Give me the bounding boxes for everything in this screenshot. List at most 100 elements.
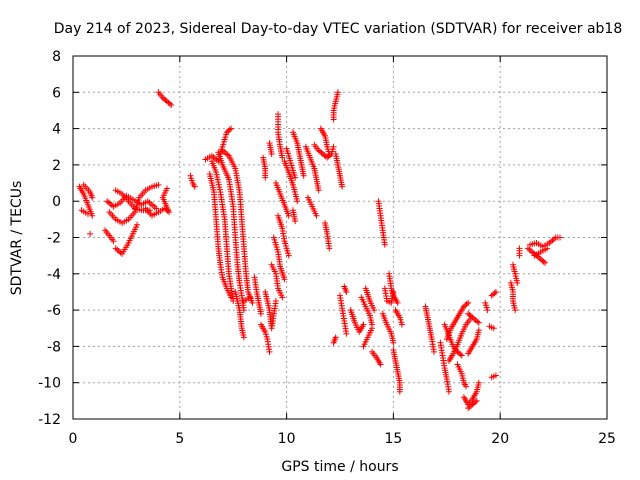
data-point-marker <box>226 126 233 133</box>
data-point-marker <box>313 212 320 219</box>
data-point-marker <box>516 245 523 252</box>
y-axis-label: SDTVAR / TECUs <box>9 181 25 296</box>
data-point-marker <box>134 221 141 228</box>
data-point-marker <box>332 334 339 341</box>
plot-border <box>72 55 608 420</box>
data-point-marker <box>492 372 499 379</box>
data-point-marker <box>512 307 519 314</box>
data-point-marker <box>457 351 464 358</box>
data-point-marker <box>377 361 384 368</box>
data-point-marker <box>89 194 96 201</box>
data-point-marker <box>390 339 397 346</box>
x-tick-label: 25 <box>598 431 616 447</box>
x-tick-label: 0 <box>69 431 78 447</box>
data-point-marker <box>463 383 470 390</box>
y-tick-label: 8 <box>52 49 61 65</box>
data-point-marker <box>257 310 264 317</box>
data-point-marker <box>266 348 273 355</box>
data-point-marker <box>463 301 470 308</box>
data-point-marker <box>542 259 549 266</box>
data-point-marker <box>468 313 475 320</box>
x-tick-label: 5 <box>175 431 184 447</box>
data-point-marker <box>249 299 256 306</box>
data-point-marker <box>272 298 279 305</box>
data-point-marker <box>326 151 333 158</box>
data-point-marker <box>285 212 292 219</box>
data-point-marker <box>371 307 378 314</box>
data-point-marker <box>445 388 452 395</box>
x-axis-label: GPS time / hours <box>281 459 398 475</box>
data-point-marker <box>491 290 498 297</box>
y-tick-label: -2 <box>47 231 61 247</box>
data-point-marker <box>514 279 521 286</box>
data-point-marker <box>394 299 401 306</box>
data-point-marker <box>465 299 472 306</box>
data-point-marker <box>339 183 346 190</box>
data-point-marker <box>326 245 333 252</box>
data-point-marker <box>369 325 376 332</box>
data-point-marker <box>381 241 388 248</box>
y-tick-label: 4 <box>52 122 61 138</box>
data-point-marker <box>300 172 307 179</box>
data-point-marker <box>87 230 94 237</box>
data-point-marker <box>315 187 322 194</box>
data-point-marker <box>330 143 337 150</box>
data-point-marker <box>458 352 465 359</box>
data-point-marker <box>285 252 292 259</box>
axis-ticks: 0 5 10 15 20 25 -12 -10 -8 -6 -4 -2 0 2 4 6 8 <box>38 49 616 447</box>
data-point-marker <box>473 397 480 404</box>
data-point-marker <box>166 100 173 107</box>
y-tick-label: 6 <box>52 85 61 101</box>
data-point-marker <box>490 325 497 332</box>
y-tick-label: 0 <box>52 194 61 210</box>
data-point-marker <box>168 102 175 109</box>
data-markers <box>76 89 564 412</box>
data-point-marker <box>292 218 299 225</box>
data-point-marker <box>247 294 254 301</box>
data-point-marker <box>84 210 91 217</box>
data-point-marker <box>294 198 301 205</box>
data-point-marker <box>279 154 286 161</box>
data-point-marker <box>475 379 482 386</box>
data-point-marker <box>492 288 499 295</box>
data-point-marker <box>475 319 482 326</box>
data-point-marker <box>396 388 403 395</box>
data-point-marker <box>484 307 491 314</box>
data-point-marker <box>228 125 235 132</box>
chart-title: Day 214 of 2023, Sidereal Day-to-day VTE… <box>54 21 623 37</box>
data-point-marker <box>163 185 170 192</box>
y-tick-label: 2 <box>52 158 61 174</box>
data-point-marker <box>330 116 337 123</box>
data-point-marker <box>430 348 437 355</box>
data-point-marker <box>544 245 551 252</box>
y-tick-label: -8 <box>47 339 61 355</box>
data-point-marker <box>110 238 117 245</box>
data-point-marker <box>398 321 405 328</box>
data-point-marker <box>475 327 482 334</box>
data-point-marker <box>343 288 350 295</box>
x-tick-label: 20 <box>491 431 509 447</box>
data-point-marker <box>155 181 162 188</box>
data-point-marker <box>279 294 286 301</box>
y-tick-label: -10 <box>38 376 61 392</box>
data-point-marker <box>191 183 198 190</box>
y-tick-label: -6 <box>47 303 61 319</box>
data-point-marker <box>240 334 247 341</box>
data-point-marker <box>472 399 479 406</box>
data-point-marker <box>292 174 299 181</box>
data-point-marker <box>343 330 350 337</box>
data-point-marker <box>360 321 367 328</box>
y-tick-label: -4 <box>47 267 61 283</box>
data-point-marker <box>557 234 564 241</box>
x-tick-label: 10 <box>278 431 296 447</box>
data-point-marker <box>262 174 269 181</box>
grid-lines <box>73 56 607 419</box>
data-point-marker <box>540 258 547 265</box>
y-tick-label: -12 <box>38 412 61 428</box>
data-point-marker <box>327 152 334 159</box>
data-point-marker <box>268 151 275 158</box>
x-tick-label: 15 <box>384 431 402 447</box>
data-point-marker <box>281 276 288 283</box>
data-point-marker <box>89 212 96 219</box>
